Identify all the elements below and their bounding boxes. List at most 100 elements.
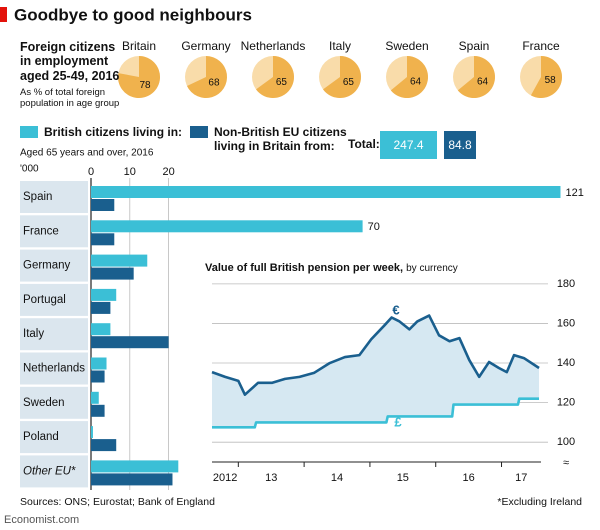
brand-tag: [0, 7, 7, 22]
bar: [91, 233, 115, 246]
bar: [91, 404, 105, 417]
legend-swatch: [20, 126, 38, 138]
pie-label: Italy: [329, 39, 351, 53]
pie-slice: [457, 56, 495, 98]
bar: [91, 357, 107, 370]
bar: [91, 439, 117, 452]
unit-label: '000: [20, 164, 39, 175]
category-band: [20, 386, 88, 419]
data-label: 121: [565, 187, 583, 199]
total-box: [380, 131, 437, 159]
y-tick-label: Other EU*: [23, 465, 76, 477]
bar: [91, 473, 173, 486]
category-band: [20, 181, 88, 213]
data-label: 70: [368, 221, 380, 233]
pie-subtitle: As % of total foreign population in age …: [20, 87, 120, 109]
y-tick-label: 100: [557, 436, 575, 448]
footnote: *Excluding Ireland: [497, 496, 582, 508]
bar: [91, 186, 561, 198]
category-band: [20, 215, 88, 248]
pie-slice: [118, 56, 160, 99]
total-box: [444, 131, 476, 159]
x-tick-label: 13: [265, 472, 277, 484]
x-tick-label: 20: [162, 166, 174, 178]
x-tick-label: 14: [331, 472, 343, 484]
category-band: [20, 249, 88, 282]
y-tick-label: Germany: [23, 260, 71, 272]
total-value: 247.4: [393, 138, 423, 152]
pie-label: Britain: [122, 39, 156, 53]
pie-label: France: [522, 39, 560, 53]
pie-slice: [256, 56, 294, 98]
x-tick-label: 0: [88, 166, 94, 178]
bar: [91, 370, 105, 383]
y-tick-label: 180: [557, 278, 575, 290]
y-tick-label: 140: [557, 357, 575, 369]
bar: [91, 426, 93, 439]
pie-value: 58: [545, 75, 557, 86]
pie-value: 78: [139, 80, 151, 91]
pie-value: 68: [208, 78, 220, 89]
pie-title: Foreign citizens in employment aged 25-4…: [20, 40, 120, 83]
category-band: [20, 455, 88, 488]
bar: [91, 336, 169, 349]
y-tick-label: 160: [557, 317, 575, 329]
x-tick-label: 15: [397, 472, 409, 484]
bar: [91, 391, 99, 404]
bar: [91, 199, 115, 211]
pie-value: 64: [410, 77, 422, 88]
line: [212, 397, 540, 429]
pie-value: 65: [276, 77, 288, 88]
line: [211, 314, 540, 397]
inset-title-unit: by currency: [406, 263, 458, 274]
category-band: [20, 318, 88, 351]
y-tick-label: Netherlands: [23, 363, 85, 375]
series-label: €: [392, 302, 399, 317]
pie-label: Spain: [459, 39, 490, 53]
page-title: Goodbye to good neighbours: [14, 5, 252, 24]
y-tick-label: Sweden: [23, 397, 65, 409]
pie-slice: [186, 56, 227, 98]
bar: [91, 288, 117, 301]
y-tick-label: Portugal: [23, 294, 66, 306]
source: Sources: ONS; Eurostat; Bank of England: [20, 496, 215, 508]
axis-break: ≈: [563, 457, 569, 469]
inset-title: Value of full British pension per week, …: [205, 262, 458, 274]
pie-label: Germany: [181, 39, 230, 53]
total-value: 84.8: [448, 138, 472, 152]
brand: Economist.com: [4, 514, 79, 526]
gap-area: [212, 315, 540, 428]
y-tick-label: Poland: [23, 431, 59, 443]
bar: [91, 323, 111, 336]
pie-slice: [323, 56, 362, 98]
bar: [91, 267, 134, 280]
y-tick-label: 120: [557, 397, 575, 409]
category-band: [20, 352, 88, 385]
legend-swatch: [190, 126, 208, 138]
bar: [91, 301, 111, 314]
category-band: [20, 421, 88, 454]
total-label: Total:: [348, 137, 380, 151]
pie-label: Netherlands: [241, 39, 306, 53]
y-tick-label: Spain: [23, 191, 52, 203]
bar: [91, 254, 148, 267]
x-tick-label: 16: [462, 472, 474, 484]
x-tick-label: 2012: [213, 472, 237, 484]
bar: [91, 220, 363, 233]
legend-label: British citizens living in:: [44, 125, 182, 139]
pie-value: 65: [343, 77, 355, 88]
pie-slice: [390, 56, 428, 98]
x-tick-label: 17: [515, 472, 527, 484]
pie-label: Sweden: [385, 39, 428, 53]
x-tick-label: 10: [124, 166, 136, 178]
pie-value: 64: [477, 77, 489, 88]
bar-subtitle: Aged 65 years and over, 2016: [20, 148, 154, 159]
y-tick-label: Italy: [23, 328, 44, 340]
y-tick-label: France: [23, 225, 59, 237]
inset-title-main: Value of full British pension per week,: [205, 262, 403, 274]
bar: [91, 460, 179, 473]
legend-label: Non-British EU citizens living in Britai…: [214, 125, 347, 153]
series-label: £: [394, 414, 402, 429]
